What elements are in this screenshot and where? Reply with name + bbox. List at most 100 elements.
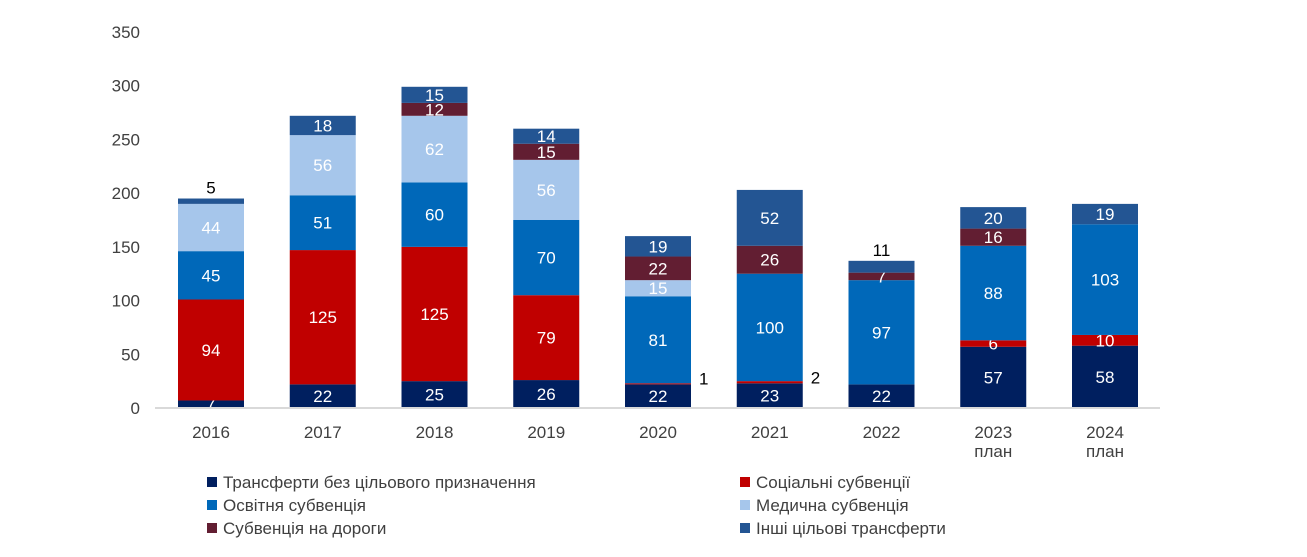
bar-segment — [1072, 203, 1138, 225]
data-label: 79 — [537, 329, 556, 348]
data-label: 103 — [1091, 271, 1119, 290]
bar-segment — [401, 182, 468, 247]
y-tick-label: 200 — [112, 184, 140, 203]
data-label: 18 — [313, 116, 332, 135]
bar-segment — [289, 135, 356, 196]
bar-stack-2017: 22 125 51 56 18 — [289, 115, 356, 408]
bar-segment — [960, 228, 1027, 246]
data-label: 25 — [425, 386, 444, 405]
legend-swatch — [740, 523, 750, 533]
legend: Трансферти без цільового призначення Соці… — [207, 473, 946, 538]
x-tick-label: 2020 — [639, 423, 677, 442]
legend-item: Інші цільові трансферти — [740, 519, 946, 538]
bar-segment — [1072, 224, 1138, 335]
legend-item: Освітня субвенція — [207, 496, 366, 515]
y-tick-label: 250 — [112, 130, 140, 149]
data-label: 14 — [537, 127, 556, 146]
bar-segment — [736, 189, 803, 246]
legend-label: Інші цільові трансферти — [756, 519, 946, 538]
x-axis: 2016 2017 2018 2019 2020 2021 2022 2023план2024… — [192, 423, 1124, 461]
bar-segment — [625, 383, 691, 385]
bar-segment — [736, 273, 803, 382]
bar-segment — [289, 195, 356, 251]
bar-stack-2022: 22 97 7 11 — [848, 241, 915, 408]
y-tick-label: 100 — [112, 292, 140, 311]
data-label: 70 — [537, 249, 556, 268]
bar-segment — [848, 384, 915, 408]
data-label: 19 — [1096, 205, 1115, 224]
bar-stack-2021: 23 2 100 26 52 — [736, 189, 820, 408]
legend-label: Освітня субвенція — [223, 496, 366, 515]
bar-segment — [625, 296, 691, 384]
x-tick-label: 2019 — [527, 423, 565, 442]
data-label: 45 — [202, 266, 221, 285]
legend-swatch — [207, 477, 217, 487]
data-label: 22 — [313, 387, 332, 406]
x-tick-label: 2023 — [974, 423, 1012, 442]
data-label: 16 — [984, 228, 1003, 247]
bar-segment — [513, 295, 580, 381]
bar-segment — [625, 384, 691, 408]
legend-item: Соціальні субвенції — [740, 473, 910, 492]
legend-item: Медична субвенція — [740, 496, 909, 515]
data-label: 2 — [811, 368, 820, 387]
legend-swatch — [740, 477, 750, 487]
bar-segment — [513, 159, 580, 220]
bar-segment — [736, 245, 803, 274]
bar-segment — [178, 198, 244, 204]
data-label: 1 — [699, 369, 708, 388]
legend-label: Субвенція на дороги — [223, 519, 386, 538]
bar-segment — [736, 383, 803, 408]
bar-segment — [289, 384, 356, 408]
bar-segment — [625, 236, 691, 257]
bar-segment — [960, 346, 1027, 408]
bar-segment — [401, 246, 468, 382]
bar-segment — [513, 143, 580, 160]
legend-item: Субвенція на дороги — [207, 519, 386, 538]
legend-label: Соціальні субвенції — [756, 473, 910, 492]
x-tick-label: 2018 — [416, 423, 454, 442]
data-label: 62 — [425, 140, 444, 159]
data-label: 26 — [760, 251, 779, 270]
data-label: 5 — [206, 179, 215, 198]
x-tick-label: 2016 — [192, 423, 230, 442]
data-label: 52 — [760, 209, 779, 228]
bar-stack-2016: 7 94 45 44 5 — [178, 179, 244, 414]
bar-segment — [289, 250, 356, 385]
legend-swatch — [740, 500, 750, 510]
bar-segment — [401, 115, 468, 183]
bar-segment — [178, 299, 244, 401]
bar-segment — [401, 381, 468, 408]
data-label: 23 — [760, 387, 779, 406]
bar-segment — [1072, 334, 1138, 346]
legend-swatch — [207, 523, 217, 533]
bar-segment — [178, 400, 244, 408]
bar-segment — [178, 203, 244, 252]
data-label: 51 — [313, 214, 332, 233]
data-label: 56 — [313, 156, 332, 175]
bar-segment — [401, 86, 468, 103]
bar-segment — [848, 260, 915, 273]
data-label: 11 — [873, 241, 891, 260]
legend-label: Трансферти без цільового призначення — [223, 473, 536, 492]
data-label: 20 — [984, 209, 1003, 228]
data-label: 60 — [425, 206, 444, 225]
x-tick-label: 2022 — [863, 423, 901, 442]
x-tick-label: план — [974, 442, 1012, 461]
x-tick-label: 2017 — [304, 423, 342, 442]
bars: 7944544522125515618251256062121526797056… — [178, 86, 1138, 414]
data-label: 22 — [872, 387, 891, 406]
bar-segment — [736, 381, 803, 384]
y-tick-label: 350 — [112, 23, 140, 42]
data-label: 12 — [425, 100, 444, 119]
data-label: 97 — [872, 323, 891, 342]
data-label: 58 — [1096, 368, 1115, 387]
data-label: 19 — [649, 237, 668, 256]
data-label: 22 — [649, 387, 668, 406]
bar-segment — [513, 128, 580, 144]
